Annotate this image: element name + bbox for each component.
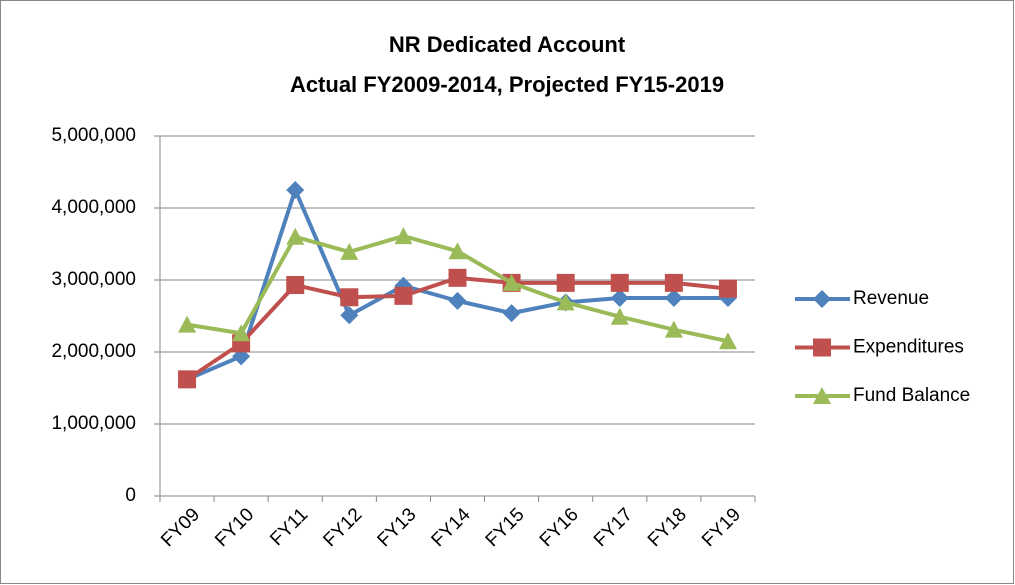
chart-subtitle: Actual FY2009-2014, Projected FY15-2019 (290, 72, 724, 97)
legend-label: Expenditures (853, 337, 964, 358)
legend-label: Revenue (853, 288, 929, 309)
marker (610, 273, 629, 292)
y-tick-label: 1,000,000 (51, 413, 136, 434)
marker (340, 242, 359, 260)
marker (286, 181, 305, 199)
marker (556, 293, 575, 311)
marker (232, 324, 251, 342)
marker (340, 288, 359, 307)
marker (286, 227, 305, 245)
y-tick-label: 3,000,000 (51, 269, 136, 290)
marker (286, 276, 305, 295)
marker (718, 279, 737, 298)
marker (813, 387, 831, 404)
marker (394, 227, 413, 245)
marker (178, 315, 197, 333)
y-tick-label: 5,000,000 (51, 125, 136, 146)
marker (556, 273, 575, 292)
legend-label: Fund Balance (853, 385, 970, 406)
marker (448, 242, 467, 260)
marker (178, 370, 197, 389)
marker (664, 289, 683, 307)
marker (664, 320, 683, 338)
marker (502, 304, 521, 323)
marker (664, 273, 683, 292)
marker (813, 338, 831, 357)
marker (610, 289, 629, 307)
marker (448, 268, 467, 287)
marker (502, 273, 521, 291)
marker (718, 332, 737, 350)
marker (340, 306, 359, 325)
y-tick-label: 2,000,000 (51, 341, 136, 362)
marker (813, 290, 831, 308)
marker (448, 291, 467, 310)
marker (394, 286, 413, 305)
y-tick-label: 0 (125, 485, 136, 506)
y-tick-label: 4,000,000 (51, 197, 136, 218)
chart-title: NR Dedicated Account (389, 32, 626, 57)
marker (610, 307, 629, 325)
